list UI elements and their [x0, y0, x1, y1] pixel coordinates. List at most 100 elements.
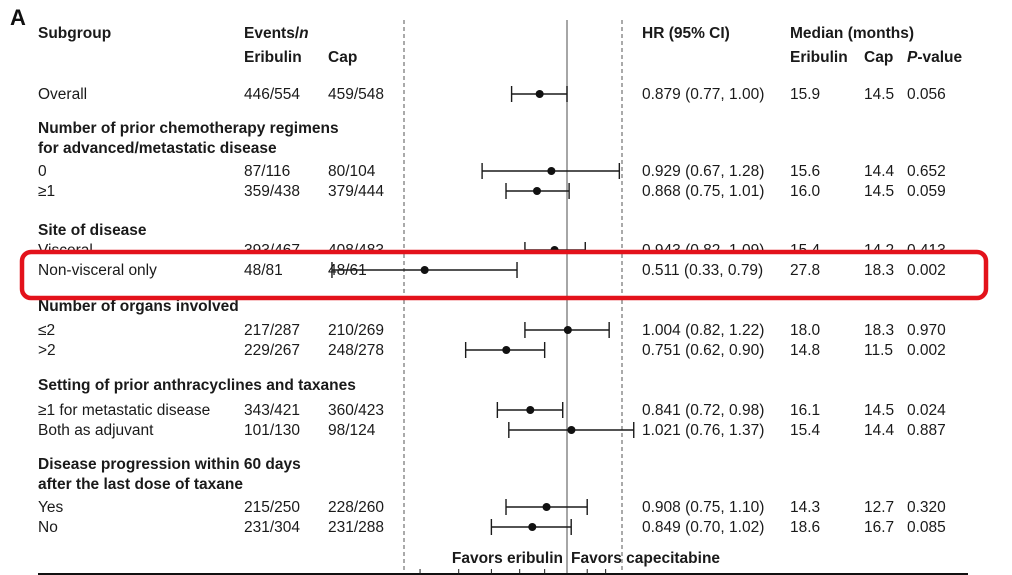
panel-label: A [10, 5, 26, 30]
hr-point [542, 503, 551, 511]
hr-point [563, 326, 572, 334]
subgroup-row: ≥1 359/438 379/444 0.868 (0.75, 1.01) 16.0 14… [38, 183, 946, 200]
events-cap: 228/260 [328, 499, 384, 516]
hr-ci-text: 0.511 (0.33, 0.79) [642, 262, 763, 279]
events-eribulin: 229/267 [244, 342, 300, 359]
median-cap: 14.4 [864, 422, 895, 439]
header-median-eribulin: Eribulin [790, 49, 848, 66]
favors-capecitabine-label: Favors capecitabine [571, 550, 720, 567]
highlight-backdrop [0, 254, 1012, 296]
group-header: Disease progression within 60 days [38, 456, 301, 473]
header-events: Events/n [244, 25, 309, 42]
header-subgroup: Subgroup [38, 25, 111, 42]
hr-point [567, 426, 576, 434]
subgroup-label: Yes [38, 499, 64, 516]
events-eribulin: 215/250 [244, 499, 300, 516]
subgroup-label: Both as adjuvant [38, 422, 154, 439]
events-cap: 80/104 [328, 163, 376, 180]
group-header: after the last dose of taxane [38, 476, 243, 493]
median-cap: 12.7 [864, 499, 894, 516]
group-header: Number of organs involved [38, 298, 239, 315]
subgroup-row: ≥1 for metastatic disease 343/421 360/423 0… [38, 402, 946, 419]
subgroup-label: ≤2 [38, 322, 55, 339]
hr-point [535, 90, 544, 98]
subgroup-row: Both as adjuvant 101/130 98/124 1.021 (0.76… [38, 422, 946, 439]
p-value: 0.085 [907, 519, 946, 536]
subgroup-row: ≤2 217/287 210/269 1.004 (0.82, 1.22) 18.0 18… [38, 322, 946, 339]
events-eribulin: 446/554 [244, 86, 300, 103]
hr-point [526, 406, 535, 414]
subgroup-label: ≥1 for metastatic disease [38, 402, 210, 419]
median-eribulin: 14.3 [790, 499, 820, 516]
hr-point [547, 167, 556, 175]
hr-point [532, 187, 541, 195]
median-eribulin: 14.8 [790, 342, 820, 359]
events-cap: 248/278 [328, 342, 384, 359]
events-cap: 459/548 [328, 86, 384, 103]
subgroup-label: 0 [38, 163, 47, 180]
hr-point [420, 266, 429, 274]
median-eribulin: 15.9 [790, 86, 820, 103]
p-value: 0.887 [907, 422, 946, 439]
header-events-cap: Cap [328, 49, 357, 66]
subgroup-row: >2 229/267 248/278 0.751 (0.62, 0.90) 14.8 11… [38, 342, 946, 359]
highlighted-row: Non-visceral only 48/81 48/61 0.511 (0.33, … [38, 254, 946, 296]
p-value: 0.002 [907, 342, 946, 359]
median-cap: 16.7 [864, 519, 894, 536]
events-eribulin: 87/116 [244, 163, 290, 180]
subgroup-row: Overall 446/554 459/548 0.879 (0.77, 1.00) 1… [38, 86, 946, 103]
header-p-value: P-value [907, 49, 963, 66]
group-header: Number of prior chemotherapy regimens [38, 120, 339, 137]
median-eribulin: 27.8 [790, 262, 820, 279]
hr-ci-text: 0.929 (0.67, 1.28) [642, 163, 764, 180]
events-cap: 98/124 [328, 422, 376, 439]
subgroup-row: No 231/304 231/288 0.849 (0.70, 1.02) 18.6 16… [38, 519, 946, 536]
median-cap: 14.5 [864, 183, 894, 200]
hr-ci-text: 0.879 (0.77, 1.00) [642, 86, 764, 103]
highlight-box [19, 249, 989, 301]
hr-ci-text: 1.004 (0.82, 1.22) [642, 322, 764, 339]
header-events-eribulin: Eribulin [244, 49, 302, 66]
hr-ci-text: 0.868 (0.75, 1.01) [642, 183, 764, 200]
subgroup-label: Overall [38, 86, 87, 103]
median-cap: 14.5 [864, 86, 894, 103]
events-eribulin: 217/287 [244, 322, 300, 339]
median-cap: 14.4 [864, 163, 895, 180]
median-eribulin: 15.6 [790, 163, 820, 180]
subgroup-rows: Overall 446/554 459/548 0.879 (0.77, 1.00) 1… [0, 86, 1012, 575]
median-cap: 11.5 [864, 342, 893, 359]
median-cap: 18.3 [864, 322, 894, 339]
header-median-cap: Cap [864, 49, 893, 66]
p-value: 0.056 [907, 86, 946, 103]
hr-ci-text: 0.908 (0.75, 1.10) [642, 499, 764, 516]
header-median: Median (months) [790, 25, 914, 42]
median-eribulin: 16.0 [790, 183, 821, 200]
events-cap: 379/444 [328, 183, 384, 200]
group-header: Setting of prior anthracyclines and taxa… [38, 377, 356, 394]
subgroup-label: ≥1 [38, 183, 55, 200]
group-header: for advanced/metastatic disease [38, 140, 277, 157]
favors-eribulin-label: Favors eribulin [452, 550, 563, 567]
p-value: 0.059 [907, 183, 946, 200]
subgroup-row: Yes 215/250 228/260 0.908 (0.75, 1.10) 14.3 1… [38, 499, 946, 516]
events-eribulin: 48/81 [244, 262, 283, 279]
median-eribulin: 15.4 [790, 422, 821, 439]
events-cap: 231/288 [328, 519, 384, 536]
median-eribulin: 16.1 [790, 402, 820, 419]
p-value: 0.320 [907, 499, 946, 516]
median-eribulin: 18.0 [790, 322, 821, 339]
subgroup-label: No [38, 519, 58, 536]
subgroup-label: >2 [38, 342, 56, 359]
hr-ci-text: 0.849 (0.70, 1.02) [642, 519, 764, 536]
hr-point [502, 346, 511, 354]
header-hr: HR (95% CI) [642, 25, 730, 42]
p-value: 0.970 [907, 322, 946, 339]
hr-ci-text: 0.841 (0.72, 0.98) [642, 402, 764, 419]
events-eribulin: 101/130 [244, 422, 300, 439]
median-cap: 14.5 [864, 402, 894, 419]
median-eribulin: 18.6 [790, 519, 820, 536]
events-eribulin: 343/421 [244, 402, 300, 419]
hr-ci-text: 1.021 (0.76, 1.37) [642, 422, 764, 439]
p-value: 0.024 [907, 402, 946, 419]
